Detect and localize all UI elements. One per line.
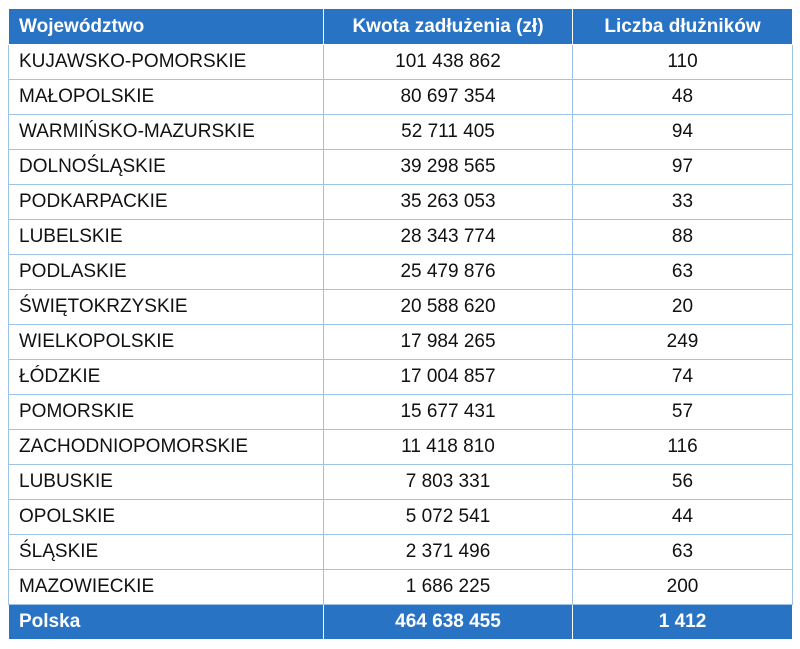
table-row: ZACHODNIOPOMORSKIE 11 418 810 116	[8, 429, 793, 465]
value-cell: 15 677 431	[323, 394, 573, 430]
value-cell: 5 072 541	[323, 499, 573, 535]
value-cell: 101 438 862	[323, 44, 573, 80]
value-cell: 44	[572, 499, 793, 535]
table-row: OPOLSKIE 5 072 541 44	[8, 499, 793, 535]
value-cell: 63	[572, 254, 793, 290]
value-cell: 57	[572, 394, 793, 430]
table-row: WARMIŃSKO-MAZURSKIE 52 711 405 94	[8, 114, 793, 150]
header-row: Województwo Kwota zadłużenia (zł) Liczba d…	[8, 8, 793, 45]
value-cell: 11 418 810	[323, 429, 573, 465]
value-cell: 20	[572, 289, 793, 325]
value-cell: 28 343 774	[323, 219, 573, 255]
region-cell: LUBUSKIE	[8, 464, 324, 500]
region-cell: ZACHODNIOPOMORSKIE	[8, 429, 324, 465]
value-cell: 110	[572, 44, 793, 80]
value-cell: 80 697 354	[323, 79, 573, 115]
region-cell: POMORSKIE	[8, 394, 324, 430]
footer-row: Polska 464 638 455 1 412	[8, 604, 793, 640]
table-row: POMORSKIE 15 677 431 57	[8, 394, 793, 430]
region-cell: DOLNOŚLĄSKIE	[8, 149, 324, 185]
table-row: PODLASKIE 25 479 876 63	[8, 254, 793, 290]
value-cell: 17 004 857	[323, 359, 573, 395]
table-body: KUJAWSKO-POMORSKIE 101 438 862 110 MAŁOPOLS…	[8, 44, 793, 605]
header-cell: Kwota zadłużenia (zł)	[323, 8, 573, 45]
value-cell: 35 263 053	[323, 184, 573, 220]
table-row: PODKARPACKIE 35 263 053 33	[8, 184, 793, 220]
region-cell: WARMIŃSKO-MAZURSKIE	[8, 114, 324, 150]
header-cell: Województwo	[8, 8, 324, 45]
table-row: ŁÓDZKIE 17 004 857 74	[8, 359, 793, 395]
value-cell: 33	[572, 184, 793, 220]
value-cell: 74	[572, 359, 793, 395]
value-cell: 48	[572, 79, 793, 115]
table-row: LUBUSKIE 7 803 331 56	[8, 464, 793, 500]
region-cell: KUJAWSKO-POMORSKIE	[8, 44, 324, 80]
table-row: ŚLĄSKIE 2 371 496 63	[8, 534, 793, 570]
table-row: MAŁOPOLSKIE 80 697 354 48	[8, 79, 793, 115]
total-cell: 1 412	[572, 604, 793, 640]
value-cell: 200	[572, 569, 793, 605]
value-cell: 25 479 876	[323, 254, 573, 290]
value-cell: 56	[572, 464, 793, 500]
value-cell: 97	[572, 149, 793, 185]
region-cell: MAZOWIECKIE	[8, 569, 324, 605]
value-cell: 1 686 225	[323, 569, 573, 605]
table-row: KUJAWSKO-POMORSKIE 101 438 862 110	[8, 44, 793, 80]
region-cell: LUBELSKIE	[8, 219, 324, 255]
value-cell: 116	[572, 429, 793, 465]
table-row: LUBELSKIE 28 343 774 88	[8, 219, 793, 255]
value-cell: 63	[572, 534, 793, 570]
table-row: WIELKOPOLSKIE 17 984 265 249	[8, 324, 793, 360]
region-cell: OPOLSKIE	[8, 499, 324, 535]
value-cell: 20 588 620	[323, 289, 573, 325]
value-cell: 17 984 265	[323, 324, 573, 360]
value-cell: 7 803 331	[323, 464, 573, 500]
value-cell: 88	[572, 219, 793, 255]
region-cell: PODKARPACKIE	[8, 184, 324, 220]
value-cell: 94	[572, 114, 793, 150]
table-header: Województwo Kwota zadłużenia (zł) Liczba d…	[8, 8, 793, 45]
value-cell: 39 298 565	[323, 149, 573, 185]
debt-table: Województwo Kwota zadłużenia (zł) Liczba d…	[8, 8, 793, 640]
region-cell: ŚWIĘTOKRZYSKIE	[8, 289, 324, 325]
table-footer: Polska 464 638 455 1 412	[8, 604, 793, 640]
value-cell: 249	[572, 324, 793, 360]
total-cell: 464 638 455	[323, 604, 573, 640]
region-cell: ŁÓDZKIE	[8, 359, 324, 395]
table-row: MAZOWIECKIE 1 686 225 200	[8, 569, 793, 605]
region-cell: WIELKOPOLSKIE	[8, 324, 324, 360]
total-cell: Polska	[8, 604, 324, 640]
region-cell: PODLASKIE	[8, 254, 324, 290]
value-cell: 2 371 496	[323, 534, 573, 570]
value-cell: 52 711 405	[323, 114, 573, 150]
region-cell: MAŁOPOLSKIE	[8, 79, 324, 115]
table-row: ŚWIĘTOKRZYSKIE 20 588 620 20	[8, 289, 793, 325]
region-cell: ŚLĄSKIE	[8, 534, 324, 570]
header-cell: Liczba dłużników	[572, 8, 793, 45]
table-row: DOLNOŚLĄSKIE 39 298 565 97	[8, 149, 793, 185]
